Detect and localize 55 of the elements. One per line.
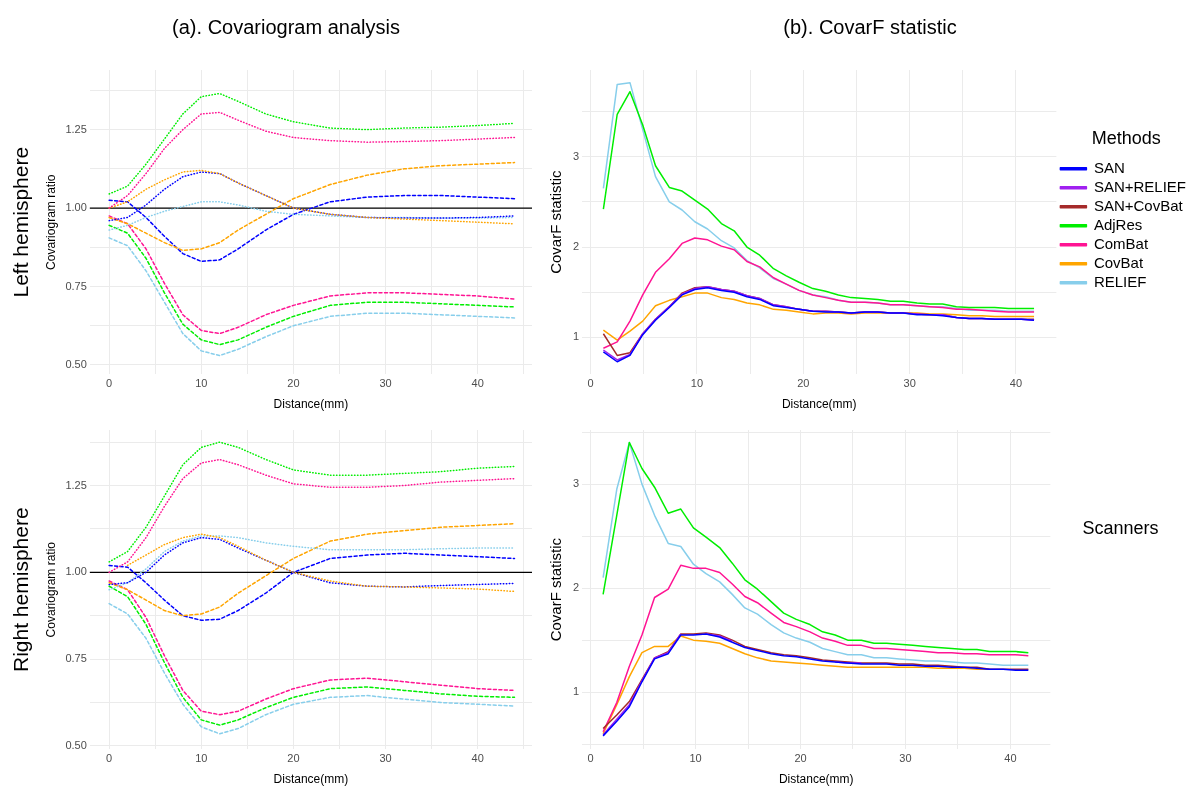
legend-title: Methods xyxy=(1091,127,1161,148)
x-tick-label: 40 xyxy=(1009,377,1023,390)
x-tick-label: 30 xyxy=(903,377,916,390)
y-tick-label: 0.75 xyxy=(65,652,87,665)
y-tick-label: 0.50 xyxy=(65,358,87,371)
x-tick-label: 20 xyxy=(287,752,300,765)
x-tick-label: 10 xyxy=(195,752,208,765)
x-tick-label: 0 xyxy=(106,752,113,765)
x-tick-label: 30 xyxy=(379,752,392,765)
x-axis-title: Distance(mm) xyxy=(781,397,857,412)
x-tick-label: 20 xyxy=(797,377,810,390)
y-tick-label: 1.00 xyxy=(65,565,87,578)
legend-label: RELIEF xyxy=(1093,272,1147,290)
x-tick-label: 40 xyxy=(1004,752,1017,765)
x-tick-label: 10 xyxy=(195,377,208,390)
x-tick-label: 40 xyxy=(471,377,484,390)
y-tick-label: 2 xyxy=(572,240,580,253)
legend-label: ComBat xyxy=(1093,234,1149,252)
x-tick-label: 40 xyxy=(471,752,484,765)
legend-label: SAN+RELIEF xyxy=(1093,177,1187,195)
x-tick-label: 30 xyxy=(899,752,912,765)
y-tick-label: 1 xyxy=(572,685,580,698)
y-tick-label: 1.00 xyxy=(65,201,87,214)
y-axis-title: Covariogram ratio xyxy=(43,174,58,270)
x-tick-label: 30 xyxy=(379,377,392,390)
x-axis-title: Distance(mm) xyxy=(273,397,349,412)
legend-label: SAN xyxy=(1093,158,1125,176)
text: Left hemisphere xyxy=(8,146,32,298)
x-tick-label: 10 xyxy=(690,377,704,390)
y-tick-label: 0.50 xyxy=(65,738,87,751)
x-tick-label: 20 xyxy=(794,752,807,765)
x-tick-label: 0 xyxy=(106,377,113,390)
x-tick-label: 10 xyxy=(689,752,702,765)
x-tick-label: 0 xyxy=(587,377,594,390)
y-axis-title: Covariogram ratio xyxy=(43,541,58,638)
y-tick-label: 1 xyxy=(572,330,580,343)
chart-title: (b). CovarF statistic xyxy=(783,15,957,38)
y-axis-title: CovarF statistic xyxy=(547,170,565,274)
y-axis-title: CovarF statistic xyxy=(547,537,565,642)
legend-label: AdjRes xyxy=(1093,215,1143,233)
y-tick-label: 2 xyxy=(572,581,580,594)
x-axis-title: Distance(mm) xyxy=(778,772,854,787)
text: Right hemisphere xyxy=(8,507,32,672)
y-tick-label: 1.25 xyxy=(65,478,87,491)
x-axis-title: Distance(mm) xyxy=(273,772,349,787)
y-tick-label: 0.75 xyxy=(65,279,87,292)
y-tick-label: 3 xyxy=(572,149,580,162)
x-tick-label: 0 xyxy=(587,752,594,765)
legend-label: CovBat xyxy=(1093,253,1144,271)
x-tick-label: 20 xyxy=(287,377,300,390)
chart-title: (a). Covariogram analysis xyxy=(172,15,400,38)
y-tick-label: 1.25 xyxy=(65,122,87,135)
text: Scanners xyxy=(1082,517,1159,538)
y-tick-label: 3 xyxy=(572,477,580,490)
legend-label: SAN+CovBat xyxy=(1093,196,1184,214)
